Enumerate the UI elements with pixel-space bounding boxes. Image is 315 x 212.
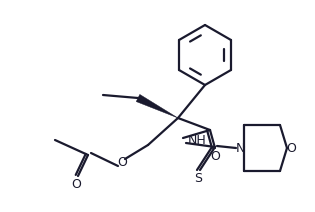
Text: O: O	[117, 155, 127, 169]
Polygon shape	[136, 94, 178, 118]
Text: O: O	[71, 177, 81, 191]
Text: N: N	[235, 142, 245, 155]
Text: S: S	[194, 173, 202, 186]
Text: NH: NH	[188, 134, 207, 146]
Text: O: O	[286, 142, 296, 155]
Text: O: O	[210, 149, 220, 163]
